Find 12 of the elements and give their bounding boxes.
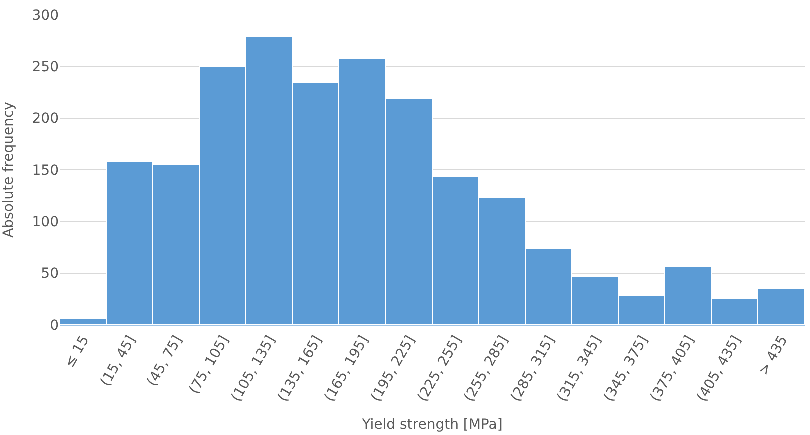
y-tick-label: 300 [32,8,59,24]
y-tick-label: 50 [41,266,59,282]
y-tick-label: 0 [50,318,59,334]
y-tick-label: 200 [32,111,59,128]
x-tick-label: ≤ 15 [62,333,93,371]
y-tick-label: 150 [32,162,59,179]
y-axis-title: Absolute frequency [0,102,17,238]
x-tick-label: (15, 45] [98,333,140,390]
x-axis-title: Yield strength [MPa] [361,417,503,434]
x-tick-label: (45, 75] [144,333,186,390]
y-tick-label: 100 [32,214,59,231]
y-tick-label: 250 [32,60,59,76]
